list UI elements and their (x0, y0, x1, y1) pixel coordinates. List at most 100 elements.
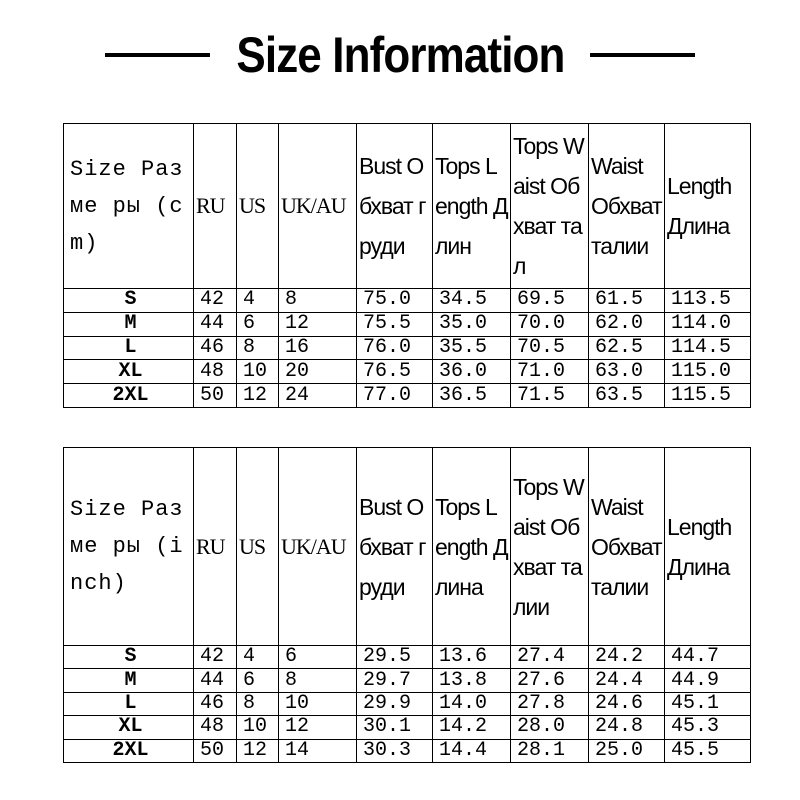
cell: 44.9 (664, 668, 751, 693)
column-header: Waist Обхват талии (588, 123, 665, 289)
cell: 14.2 (432, 715, 511, 740)
cell: 8 (236, 691, 279, 717)
cell: 12 (236, 738, 279, 763)
cell: 44 (193, 311, 237, 337)
cell: 30.3 (356, 738, 433, 763)
cell: 12 (278, 715, 357, 740)
data-row: XL 48 10 12 30.1 14.2 28.0 24.8 45.3 (63, 715, 751, 740)
size-table: Size Разме ры (cm) RU US UK/AU Bust Обхват г… (63, 123, 751, 408)
title-rule (104, 53, 210, 57)
cell: 14.0 (432, 691, 511, 717)
cell: 24.4 (588, 668, 665, 693)
cell: 10 (236, 715, 279, 740)
cell: 42 (193, 644, 237, 670)
cell: 50 (193, 383, 237, 408)
cell: 34.5 (432, 288, 511, 313)
cell: 2XL (63, 738, 194, 763)
column-header: Size Разме ры (inch) (63, 447, 194, 646)
title: Size Information (235, 27, 565, 83)
cell: 62.5 (588, 335, 665, 361)
cell: 8 (278, 288, 357, 313)
cell: 63.0 (588, 359, 665, 385)
cell: 114.0 (664, 311, 751, 337)
cell: 14 (278, 738, 357, 763)
cell: 45.3 (664, 715, 751, 740)
cell: L (63, 335, 194, 361)
cell: 6 (278, 644, 357, 670)
cell: 2XL (63, 383, 194, 408)
cell: 10 (278, 691, 357, 717)
cell: 36.5 (432, 383, 511, 408)
data-row: L 46 8 16 76.0 35.5 70.5 62.5 114.5 (63, 335, 751, 361)
data-row: M 44 6 8 29.7 13.8 27.6 24.4 44.9 (63, 668, 751, 693)
cell: 24.2 (588, 644, 665, 670)
column-header: Tops Length Длин (432, 123, 511, 289)
cell: 29.9 (356, 691, 433, 717)
data-row: L 46 8 10 29.9 14.0 27.8 24.6 45.1 (63, 691, 751, 717)
column-header: RU (193, 123, 237, 289)
size-table: Size Разме ры (inch) RU US UK/AU Bust Обхват… (63, 447, 751, 763)
column-header: Tops Waist Обхват талии (510, 447, 589, 646)
cell: 113.5 (664, 288, 751, 313)
cell: 24.8 (588, 715, 665, 740)
header-row: Size Разме ры (inch) RU US UK/AU Bust Обхват… (63, 447, 751, 646)
cell: 29.5 (356, 644, 433, 670)
cell: 45.5 (664, 738, 751, 763)
data-row: S 42 4 8 75.0 34.5 69.5 61.5 113.5 (63, 288, 751, 313)
cell: 48 (193, 715, 237, 740)
cell: 28.1 (510, 738, 589, 763)
column-header: Bust Обхват груди (356, 123, 433, 289)
column-header: Length Длина (664, 123, 751, 289)
cell: 114.5 (664, 335, 751, 361)
cell: 50 (193, 738, 237, 763)
cell: 75.0 (356, 288, 433, 313)
cell: 35.0 (432, 311, 511, 337)
cell: M (63, 668, 194, 693)
column-header: Waist Обхват талии (588, 447, 665, 646)
column-header: UK/AU (278, 123, 357, 289)
cell: 61.5 (588, 288, 665, 313)
cell: 63.5 (588, 383, 665, 408)
cell: 115.5 (664, 383, 751, 408)
cell: 4 (236, 288, 279, 313)
column-header: Length Длина (664, 447, 751, 646)
data-row: S 42 4 6 29.5 13.6 27.4 24.2 44.7 (63, 644, 751, 670)
cell: 69.5 (510, 288, 589, 313)
cell: 28.0 (510, 715, 589, 740)
cell: 25.0 (588, 738, 665, 763)
cell: 6 (236, 311, 279, 337)
cell: 27.8 (510, 691, 589, 717)
column-header: Tops Length Длина (432, 447, 511, 646)
data-row: 2XL 50 12 14 30.3 14.4 28.1 25.0 45.5 (63, 738, 751, 763)
data-row: M 44 6 12 75.5 35.0 70.0 62.0 114.0 (63, 311, 751, 337)
cell: L (63, 691, 194, 717)
cell: 62.0 (588, 311, 665, 337)
cell: 12 (236, 383, 279, 408)
cell: 36.0 (432, 359, 511, 385)
cell: 24 (278, 383, 357, 408)
column-header: Bust Обхват груди (356, 447, 433, 646)
title-bar: Size Information (0, 20, 800, 90)
cell: 14.4 (432, 738, 511, 763)
cell: 77.0 (356, 383, 433, 408)
cell: 70.0 (510, 311, 589, 337)
cell: M (63, 311, 194, 337)
cell: S (63, 644, 194, 670)
column-header: RU (193, 447, 237, 646)
cell: 13.8 (432, 668, 511, 693)
cell: 76.5 (356, 359, 433, 385)
cell: 44 (193, 668, 237, 693)
cell: 12 (278, 311, 357, 337)
cell: 71.0 (510, 359, 589, 385)
cell: 35.5 (432, 335, 511, 361)
cell: 48 (193, 359, 237, 385)
cell: 27.4 (510, 644, 589, 670)
data-row: XL 48 10 20 76.5 36.0 71.0 63.0 115.0 (63, 359, 751, 385)
cell: 10 (236, 359, 279, 385)
cell: 46 (193, 691, 237, 717)
cell: XL (63, 715, 194, 740)
cell: 8 (278, 668, 357, 693)
cell: 76.0 (356, 335, 433, 361)
cell: 42 (193, 288, 237, 313)
